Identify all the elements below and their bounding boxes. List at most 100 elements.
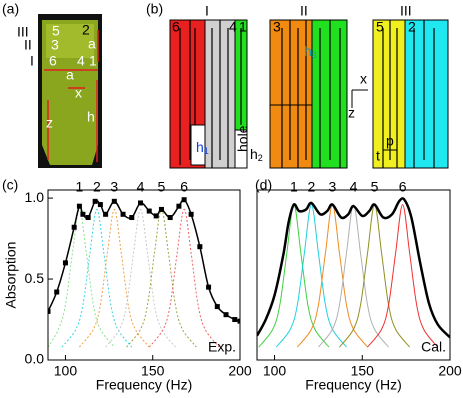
- h-main: h: [196, 139, 204, 155]
- peak-label: 3: [110, 179, 118, 195]
- y-axis-label: Absorption: [3, 242, 19, 309]
- x-tick-label: 200: [438, 363, 462, 379]
- h-main: h: [250, 146, 258, 162]
- panel-label: (a): [2, 1, 19, 17]
- photo-text: 1: [89, 53, 97, 69]
- h-main: h: [304, 43, 312, 59]
- peak-label: 5: [158, 179, 166, 195]
- diagram-height: h2: [250, 146, 263, 164]
- data-point: [206, 284, 212, 290]
- photo-text: 5: [52, 23, 60, 39]
- data-point: [223, 312, 229, 318]
- legend-label: Exp.: [208, 339, 236, 355]
- peak-label: 2: [307, 179, 315, 195]
- series-line: [48, 198, 240, 322]
- y-tick-label: 0.0: [25, 351, 45, 367]
- peak-label: 6: [180, 179, 188, 195]
- series-line: [105, 208, 176, 348]
- diagram-text: 3: [273, 19, 281, 35]
- data-point: [62, 260, 68, 266]
- data-point: [146, 208, 152, 214]
- plot-frame: [47, 189, 241, 361]
- series-line: [258, 204, 330, 348]
- photo-text: a: [88, 36, 96, 52]
- data-point: [176, 203, 182, 209]
- photo-text: a: [66, 67, 74, 83]
- data-point: [167, 215, 173, 221]
- data-point: [153, 213, 159, 219]
- series-line: [148, 208, 220, 348]
- data-point: [138, 200, 144, 206]
- x-tick-label: 100: [54, 363, 78, 379]
- data-point: [54, 289, 60, 295]
- peak-label: 4: [350, 179, 358, 195]
- peak-label: 5: [371, 179, 379, 195]
- diagram-II: [269, 19, 348, 169]
- diagram-text: 2: [408, 19, 416, 35]
- y-tick-label: 0.5: [25, 270, 45, 286]
- panel-label: (d): [255, 177, 272, 193]
- peak-label: 4: [137, 179, 145, 195]
- x-tick-label: 200: [228, 363, 252, 379]
- photo-text: III: [17, 24, 29, 40]
- series-line: [126, 208, 197, 348]
- data-point: [76, 203, 82, 209]
- data-point: [232, 317, 238, 323]
- series-line: [275, 204, 347, 348]
- data-point: [129, 215, 135, 221]
- series-line: [48, 208, 115, 348]
- data-point: [158, 206, 164, 212]
- plot-frame: [256, 189, 451, 361]
- peak-label: 3: [329, 179, 337, 195]
- y-tick-label: 1.0: [25, 189, 45, 205]
- photo-text: h: [87, 109, 95, 125]
- data-point: [80, 211, 86, 217]
- h-sub: 1: [204, 146, 209, 156]
- data-point: [92, 198, 98, 204]
- diagram-text: 1: [239, 19, 247, 35]
- plot: [48, 197, 240, 348]
- data-point: [97, 202, 103, 208]
- data-point: [237, 318, 240, 324]
- data-point: [188, 211, 194, 217]
- x-axis-label: Frequency (Hz): [305, 377, 401, 393]
- data-point: [85, 215, 91, 221]
- peak-label: 2: [93, 179, 101, 195]
- x-axis-label: Frequency (Hz): [96, 377, 192, 393]
- data-point: [103, 211, 109, 217]
- diagram-text: t: [376, 148, 380, 164]
- x-tick-label: 100: [263, 363, 287, 379]
- axes-icon: [351, 89, 368, 108]
- diagram-text: z: [348, 105, 355, 121]
- diagram-text: 4: [229, 19, 237, 35]
- series-line: [367, 204, 439, 348]
- diagram-text: 5: [376, 19, 384, 35]
- series-line: [79, 208, 150, 348]
- data-point: [71, 224, 77, 230]
- photo-text: II: [24, 37, 32, 53]
- photo-text: z: [46, 115, 53, 131]
- photo-top: [46, 24, 94, 58]
- diagram-text: hole: [235, 125, 251, 152]
- diagram-title: II: [300, 3, 308, 19]
- diagram-text: p: [386, 133, 394, 149]
- diagram-III: [372, 19, 449, 169]
- photo-text: 4: [77, 53, 85, 69]
- data-point: [197, 244, 203, 250]
- panel-label: (c): [2, 177, 18, 193]
- photo-text: x: [75, 85, 82, 101]
- diagram-text: 6: [172, 19, 180, 35]
- diagram-height: h1: [196, 139, 209, 157]
- diagram-title: I: [205, 3, 209, 19]
- peak-label: 1: [290, 179, 298, 195]
- series-line: [318, 204, 389, 348]
- peak-label: 1: [76, 179, 84, 195]
- legend-label: Cal.: [421, 339, 446, 355]
- data-point: [111, 198, 117, 204]
- photo-text: 3: [51, 37, 59, 53]
- x-tick-label: 150: [351, 363, 375, 379]
- panel-label: (b): [146, 1, 163, 17]
- plot: [257, 197, 450, 348]
- photo-text: 6: [49, 53, 57, 69]
